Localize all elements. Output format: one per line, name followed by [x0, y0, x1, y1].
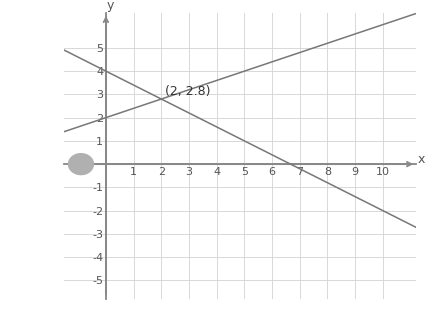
- Circle shape: [69, 154, 94, 175]
- Text: y: y: [106, 0, 114, 12]
- Text: x: x: [417, 153, 425, 166]
- Text: (2, 2.8): (2, 2.8): [165, 85, 210, 98]
